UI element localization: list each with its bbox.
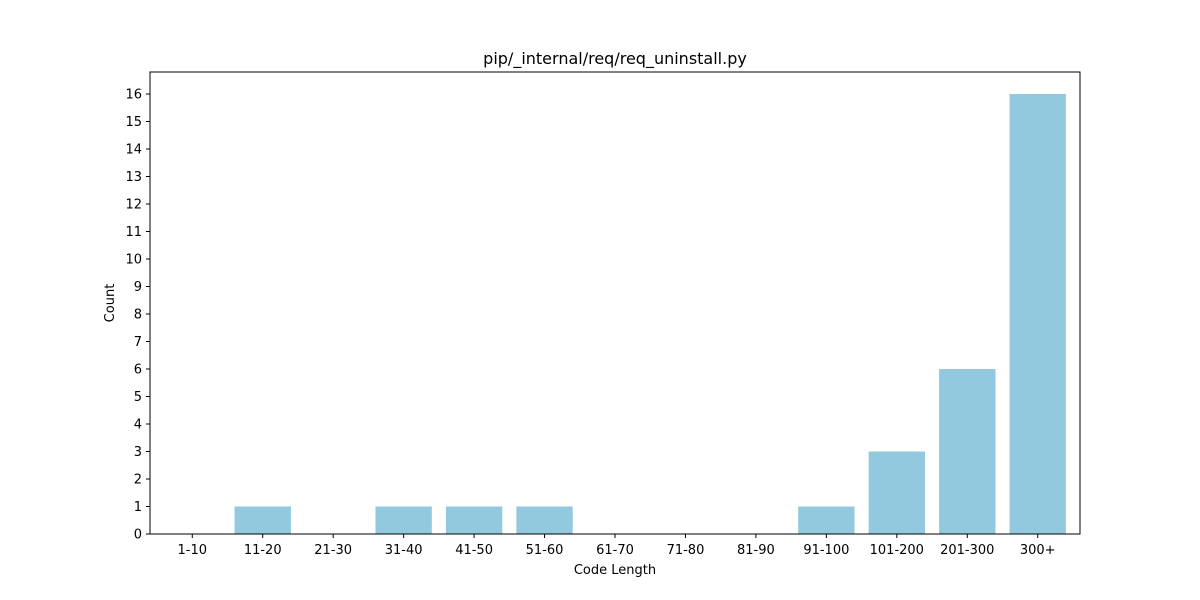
x-tick-label: 91-100 — [803, 543, 849, 558]
y-tick-label: 6 — [134, 363, 142, 378]
bar-11-20 — [234, 506, 291, 534]
bars-group — [234, 94, 1066, 534]
y-tick-label: 10 — [125, 253, 142, 268]
y-tick-label: 0 — [134, 528, 142, 543]
bar-91-100 — [798, 506, 855, 534]
y-tick-label: 11 — [125, 225, 142, 240]
x-tick-label: 11-20 — [244, 543, 282, 558]
y-tick-label: 13 — [125, 170, 142, 185]
x-tick-label: 31-40 — [385, 543, 423, 558]
x-tick-label: 300+ — [1020, 543, 1056, 558]
y-tick-label: 8 — [134, 308, 142, 323]
y-tick-label: 5 — [134, 390, 142, 405]
x-axis-ticks: 1-10 11-20 21-30 31-40 41-50 51-60 61-70 71-80 8… — [178, 534, 1056, 558]
bar-41-50 — [445, 506, 503, 534]
x-tick-label: 71-80 — [667, 543, 705, 558]
x-tick-label: 21-30 — [314, 543, 352, 558]
y-tick-label: 4 — [134, 418, 142, 433]
y-tick-label: 7 — [134, 335, 142, 350]
y-tick-label: 2 — [134, 473, 142, 488]
bar-101-200 — [868, 451, 925, 534]
x-tick-label: 81-90 — [737, 543, 775, 558]
x-axis-label: Code Length — [574, 563, 656, 578]
y-tick-label: 3 — [134, 445, 142, 460]
y-tick-label: 14 — [125, 143, 142, 158]
bar-300+ — [1009, 94, 1066, 534]
x-tick-label: 201-300 — [940, 543, 994, 558]
y-tick-label: 9 — [134, 280, 142, 295]
chart-title: pip/_internal/req/req_uninstall.py — [483, 49, 747, 69]
bar-51-60 — [516, 506, 573, 534]
x-tick-label: 1-10 — [178, 543, 208, 558]
bar-201-300 — [939, 369, 996, 534]
y-tick-label: 16 — [125, 88, 142, 103]
y-tick-label: 12 — [125, 198, 142, 213]
x-tick-label: 51-60 — [526, 543, 564, 558]
x-tick-label: 61-70 — [596, 543, 634, 558]
x-tick-label: 101-200 — [870, 543, 924, 558]
y-tick-label: 15 — [125, 115, 142, 130]
bar-31-40 — [375, 506, 432, 534]
y-axis-label: Count — [103, 284, 118, 323]
y-tick-label: 1 — [134, 500, 142, 515]
x-tick-label: 41-50 — [455, 543, 493, 558]
